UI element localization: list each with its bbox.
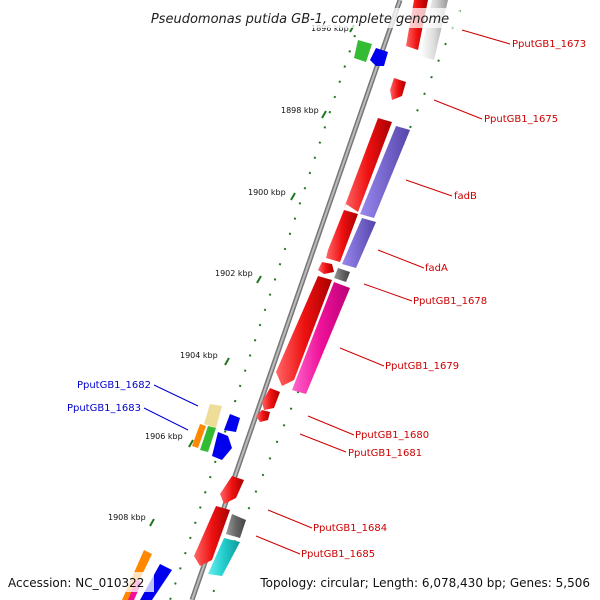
leader-1679 <box>339 347 385 367</box>
gene-1684 <box>220 476 244 504</box>
accession-text: Accession: NC_010322 <box>8 576 144 590</box>
label-PputGB1_1680[interactable]: PputGB1_1680 <box>355 430 429 441</box>
gene-small-1 <box>318 262 334 274</box>
feature-1685-teal <box>208 538 240 576</box>
leader-1678 <box>363 283 413 302</box>
leader-1683 <box>143 407 189 431</box>
leader-fadA <box>377 249 425 269</box>
gene-1678 <box>276 276 332 386</box>
gene-fadA <box>326 210 358 262</box>
title-background <box>140 8 460 28</box>
feature-1685-gray <box>226 514 246 538</box>
label-PputGB1_1675[interactable]: PputGB1_1675 <box>484 114 558 125</box>
leader-fadB <box>405 179 453 197</box>
footer-right-background <box>256 572 594 592</box>
label-PputGB1_1683[interactable]: PputGB1_1683 <box>67 403 141 414</box>
tick-label-1902: 1902 kbp <box>215 269 253 278</box>
leader-1673 <box>461 29 511 45</box>
feature-fadA-cds <box>342 218 376 268</box>
label-fadB[interactable]: fadB <box>454 191 477 202</box>
tick-mark-1904 <box>224 357 230 366</box>
feature-blue-2 <box>224 414 240 432</box>
tick-label-1904: 1904 kbp <box>180 351 218 360</box>
gene-1681 <box>256 410 270 422</box>
map-title: Pseudomonas putida GB-1, complete genome <box>151 12 449 27</box>
tick-label-1896: 1896 kbp <box>311 24 349 33</box>
tick-track <box>169 19 361 600</box>
feature-green-top <box>354 40 372 62</box>
leader-1680 <box>307 415 355 436</box>
leader-1685 <box>255 535 301 555</box>
tick-label-1898: 1898 kbp <box>281 106 319 115</box>
feature-1683-blue <box>212 432 232 460</box>
label-PputGB1_1681[interactable]: PputGB1_1681 <box>348 448 422 459</box>
tick-mark-1902 <box>256 275 262 284</box>
tick-mark-1898 <box>321 110 327 119</box>
label-fadA[interactable]: fadA <box>425 263 448 274</box>
gene-fadB <box>344 118 392 212</box>
gene-1680 <box>262 388 280 410</box>
tick-label-1908: 1908 kbp <box>108 513 146 522</box>
label-PputGB1_1673[interactable]: PputGB1_1673 <box>512 39 586 50</box>
feature-gray-small <box>334 268 350 282</box>
feature-blue-top <box>370 48 388 66</box>
tick-mark-1908 <box>149 518 155 527</box>
topology-text: Topology: circular; Length: 6,078,430 bp… <box>259 576 590 590</box>
footer-left-background <box>4 572 154 592</box>
label-PputGB1_1679[interactable]: PputGB1_1679 <box>385 361 459 372</box>
feature-1679 <box>292 282 350 394</box>
label-PputGB1_1684[interactable]: PputGB1_1684 <box>313 523 387 534</box>
leader-1684 <box>267 509 313 529</box>
feature-1683-orange <box>192 424 206 448</box>
gene-1685 <box>194 506 230 566</box>
gene-1675 <box>390 78 406 100</box>
tick-mark-1900 <box>290 192 296 201</box>
tick-label-1900: 1900 kbp <box>248 188 286 197</box>
feature-1682 <box>204 404 222 428</box>
label-PputGB1_1685[interactable]: PputGB1_1685 <box>301 549 375 560</box>
leader-1675 <box>433 99 483 120</box>
leader-1682 <box>153 384 199 407</box>
tick-label-1906: 1906 kbp <box>145 432 183 441</box>
tick-mark-1906 <box>188 439 194 448</box>
feature-fadB-cds <box>360 126 410 218</box>
label-PputGB1_1682[interactable]: PputGB1_1682 <box>77 380 151 391</box>
feature-1683-green <box>200 426 216 452</box>
leader-1681 <box>299 433 347 453</box>
label-PputGB1_1678[interactable]: PputGB1_1678 <box>413 296 487 307</box>
